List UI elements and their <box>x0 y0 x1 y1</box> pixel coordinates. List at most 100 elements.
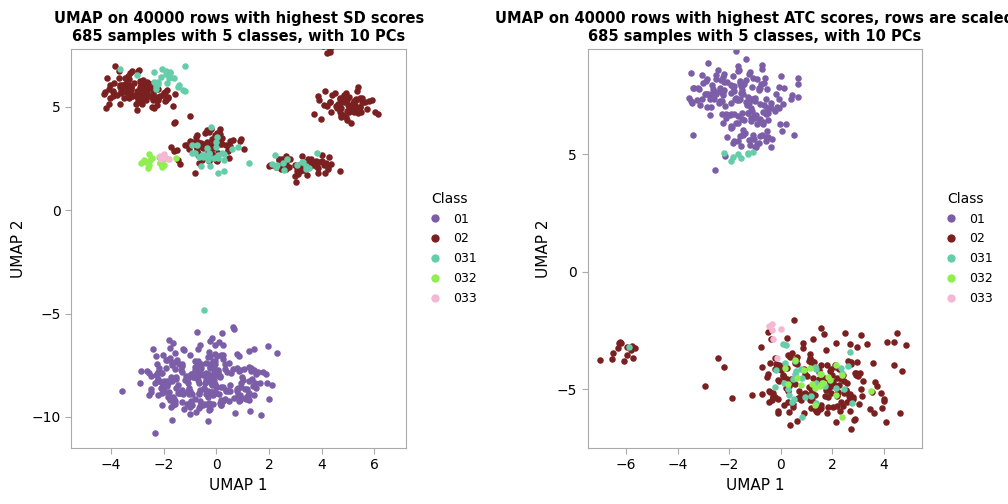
Point <box>213 6 229 14</box>
Point <box>841 397 857 405</box>
Point <box>162 68 178 76</box>
Point <box>781 383 797 391</box>
Point <box>142 92 158 100</box>
Point <box>195 151 211 159</box>
Point <box>826 403 842 411</box>
Point <box>279 155 295 163</box>
Point <box>627 344 643 352</box>
Point <box>816 374 833 382</box>
Point <box>821 375 837 384</box>
Point <box>347 101 363 109</box>
Point <box>796 365 812 373</box>
Point <box>219 368 235 376</box>
Point <box>245 0 261 5</box>
Point <box>120 84 136 92</box>
Point <box>182 16 199 24</box>
Point <box>158 364 174 372</box>
Point <box>162 354 178 362</box>
Point <box>352 94 368 102</box>
Point <box>625 354 641 362</box>
Point <box>745 148 761 156</box>
Point <box>333 112 349 120</box>
Point <box>330 100 346 108</box>
Point <box>182 388 199 396</box>
Point <box>236 1 252 9</box>
Point <box>172 388 188 396</box>
Point <box>99 74 115 82</box>
Point <box>202 148 218 156</box>
Point <box>133 81 149 89</box>
Point <box>310 92 327 100</box>
Point <box>181 384 198 392</box>
Point <box>216 150 232 158</box>
Point <box>143 371 159 380</box>
Point <box>841 357 857 365</box>
Point <box>197 140 213 148</box>
Point <box>190 141 206 149</box>
Point <box>121 81 137 89</box>
Point <box>790 93 806 101</box>
Point <box>739 101 755 109</box>
Point <box>827 381 843 389</box>
Point <box>106 79 122 87</box>
Point <box>161 397 177 405</box>
Point <box>619 351 635 359</box>
Point <box>814 379 831 387</box>
Point <box>178 141 195 149</box>
Point <box>725 122 741 131</box>
Point <box>202 360 218 368</box>
Point <box>298 164 314 172</box>
Point <box>813 381 830 389</box>
Point <box>117 80 133 88</box>
Point <box>813 370 830 379</box>
Point <box>243 364 259 372</box>
Point <box>332 167 348 175</box>
Point <box>167 365 183 373</box>
Point <box>185 373 202 382</box>
Point <box>210 368 226 376</box>
Point <box>222 382 238 390</box>
Point <box>761 388 777 396</box>
Point <box>746 111 762 119</box>
Point <box>735 130 751 138</box>
Point <box>730 137 746 145</box>
Point <box>184 142 201 150</box>
Point <box>818 409 835 417</box>
Point <box>246 366 262 374</box>
Point <box>199 125 215 134</box>
Point <box>207 131 223 139</box>
Point <box>311 34 328 42</box>
Point <box>759 373 775 381</box>
Point <box>807 384 824 392</box>
Point <box>150 391 166 399</box>
Point <box>169 156 185 164</box>
Point <box>138 96 154 104</box>
Point <box>292 19 308 27</box>
Point <box>780 351 796 359</box>
Point <box>210 154 226 162</box>
Point <box>202 352 218 360</box>
Point <box>158 67 174 75</box>
Point <box>215 354 231 362</box>
Point <box>731 66 747 74</box>
Point <box>765 389 781 397</box>
Point <box>201 387 217 395</box>
Point <box>195 156 211 164</box>
Point <box>113 89 129 97</box>
Point <box>348 95 364 103</box>
Point <box>198 376 214 385</box>
Point <box>246 345 262 353</box>
Point <box>240 393 256 401</box>
Point <box>201 417 217 425</box>
Point <box>730 67 746 75</box>
Point <box>851 400 867 408</box>
Point <box>134 100 150 108</box>
Point <box>829 374 845 382</box>
Point <box>154 379 170 387</box>
Point <box>735 132 751 140</box>
Point <box>759 104 775 112</box>
Point <box>755 120 771 128</box>
Point <box>197 151 213 159</box>
Point <box>718 114 734 122</box>
Point <box>294 165 310 173</box>
